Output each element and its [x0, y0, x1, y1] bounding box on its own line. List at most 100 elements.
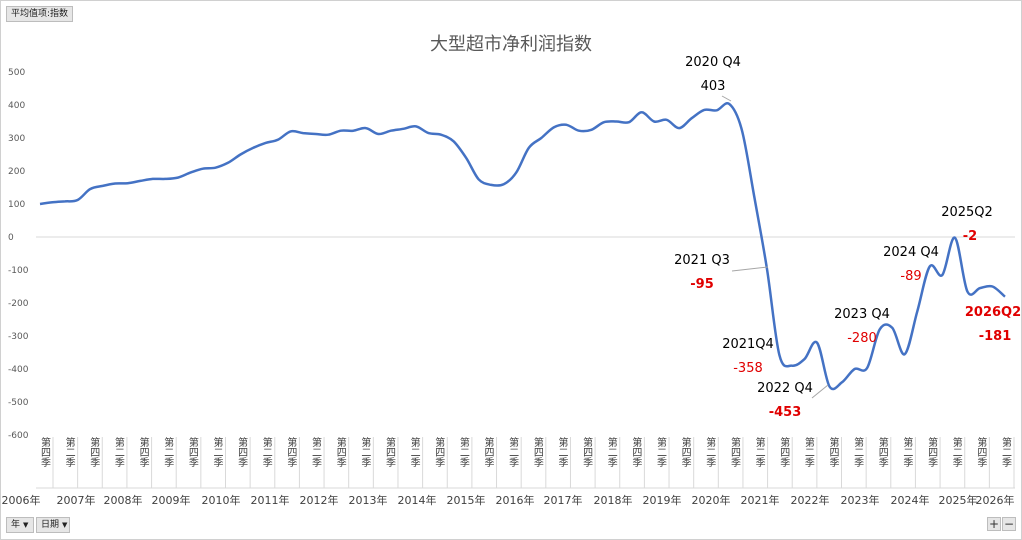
- quarter-tick-label: 第四季: [433, 436, 445, 468]
- year-tick-label: 2019年: [643, 493, 682, 507]
- annotation-label: 2020 Q4: [685, 55, 741, 70]
- annotation-label: 2025Q2: [941, 205, 993, 220]
- annotation-label: 2023 Q4: [834, 307, 890, 322]
- year-tick-label: 2026年: [976, 493, 1015, 507]
- year-tick-label: 2017年: [544, 493, 583, 507]
- y-tick-label: 0: [8, 233, 14, 243]
- y-tick-label: 400: [8, 101, 25, 111]
- year-tick-label: 2025年: [939, 493, 978, 507]
- year-tick-label: 2015年: [447, 493, 486, 507]
- quarter-tick-label: 第四季: [728, 436, 740, 468]
- y-tick-label: -300: [8, 332, 29, 342]
- quarter-tick-label: 第四季: [531, 436, 543, 468]
- quarter-tick-label: 第二季: [950, 436, 962, 468]
- quarter-tick-label: 第二季: [260, 436, 272, 468]
- y-tick-label: 200: [8, 167, 25, 177]
- dropdown-arrow-icon: ▼: [62, 521, 68, 529]
- quarter-tick-label: 第二季: [507, 436, 519, 468]
- annotation-value: -280: [847, 331, 877, 346]
- quarter-tick-label: 第二季: [211, 436, 223, 468]
- year-tick-label: 2009年: [152, 493, 191, 507]
- y-tick-label: 300: [8, 134, 25, 144]
- y-tick-label: -500: [8, 398, 29, 408]
- quarter-tick-label: 第二季: [1000, 436, 1012, 468]
- annotation-value: -181: [979, 329, 1012, 344]
- year-tick-label: 2014年: [398, 493, 437, 507]
- year-field-label: 年: [11, 520, 21, 530]
- quarter-tick-label: 第四季: [876, 436, 888, 468]
- year-tick-label: 2023年: [841, 493, 880, 507]
- quarter-tick-label: 第二季: [408, 436, 420, 468]
- y-tick-label: -600: [8, 431, 29, 441]
- year-tick-label: 2018年: [594, 493, 633, 507]
- quarter-tick-label: 第四季: [827, 436, 839, 468]
- quarter-tick-label: 第四季: [679, 436, 691, 468]
- annotation-value: -358: [733, 361, 763, 376]
- quarter-tick-label: 第四季: [383, 436, 395, 468]
- annotation-value: 403: [701, 79, 726, 94]
- annotation-leader: [811, 384, 829, 399]
- annotation-label: 2022 Q4: [757, 381, 813, 396]
- year-tick-label: 2012年: [300, 493, 339, 507]
- quarter-tick-label: 第四季: [186, 436, 198, 468]
- chart-title: 大型超市净利润指数: [430, 34, 592, 55]
- quarter-tick-label: 第四季: [285, 436, 297, 468]
- quarter-tick-label: 第二季: [310, 436, 322, 468]
- quarter-tick-label: 第二季: [852, 436, 864, 468]
- quarter-tick-label: 第四季: [482, 436, 494, 468]
- quarter-tick-label: 第二季: [655, 436, 667, 468]
- annotation-value: -2: [963, 229, 977, 244]
- year-tick-label: 2021年: [741, 493, 780, 507]
- y-tick-label: 100: [8, 200, 25, 210]
- quarter-tick-label: 第二季: [704, 436, 716, 468]
- quarter-tick-label: 第二季: [63, 436, 75, 468]
- quarter-tick-label: 第二季: [556, 436, 568, 468]
- year-tick-label: 2008年: [104, 493, 143, 507]
- year-tick-label: 2007年: [57, 493, 96, 507]
- quarter-tick-label: 第四季: [926, 436, 938, 468]
- quarter-tick-label: 第四季: [778, 436, 790, 468]
- annotation-value: -453: [769, 405, 802, 420]
- series-line: [39, 102, 1006, 391]
- annotation-label: 2021Q4: [722, 337, 774, 352]
- quarter-tick-label: 第二季: [802, 436, 814, 468]
- year-tick-label: 2016年: [496, 493, 535, 507]
- quarter-tick-label: 第四季: [88, 436, 100, 468]
- quarter-tick-label: 第二季: [112, 436, 124, 468]
- y-tick-label: 500: [8, 68, 25, 78]
- year-tick-label: 2020年: [692, 493, 731, 507]
- annotation-label: 2026Q2: [965, 305, 1021, 320]
- expand-field-button[interactable]: +: [987, 517, 1001, 531]
- year-tick-label: 2006年: [2, 493, 41, 507]
- year-tick-label: 2022年: [791, 493, 830, 507]
- annotation-leader: [731, 266, 769, 272]
- field-value-label: 平均值项:指数: [11, 9, 69, 19]
- year-tick-label: 2024年: [891, 493, 930, 507]
- collapse-field-button[interactable]: −: [1002, 517, 1016, 531]
- field-value-button[interactable]: 平均值项:指数: [6, 6, 74, 22]
- quarter-tick-label: 第二季: [901, 436, 913, 468]
- quarter-tick-label: 第四季: [630, 436, 642, 468]
- annotation-value: -95: [690, 277, 714, 292]
- annotation-value: -89: [900, 269, 921, 284]
- y-tick-label: -400: [8, 365, 29, 375]
- y-tick-label: -200: [8, 299, 29, 309]
- quarter-tick-label: 第二季: [359, 436, 371, 468]
- quarter-tick-label: 第二季: [605, 436, 617, 468]
- quarter-tick-label: 第四季: [581, 436, 593, 468]
- quarter-tick-label: 第四季: [236, 436, 248, 468]
- date-field-label: 日期: [41, 520, 60, 530]
- date-field-button[interactable]: 日期 ▼: [36, 517, 70, 533]
- quarter-tick-label: 第二季: [753, 436, 765, 468]
- year-tick-label: 2013年: [349, 493, 388, 507]
- annotation-leader: [721, 95, 732, 102]
- quarter-tick-label: 第四季: [39, 436, 51, 468]
- quarter-tick-label: 第二季: [162, 436, 174, 468]
- year-tick-label: 2010年: [202, 493, 241, 507]
- quarter-tick-label: 第四季: [137, 436, 149, 468]
- year-field-button[interactable]: 年 ▼: [6, 517, 34, 533]
- annotation-label: 2021 Q3: [674, 253, 730, 268]
- annotation-label: 2024 Q4: [883, 245, 939, 260]
- quarter-tick-label: 第四季: [334, 436, 346, 468]
